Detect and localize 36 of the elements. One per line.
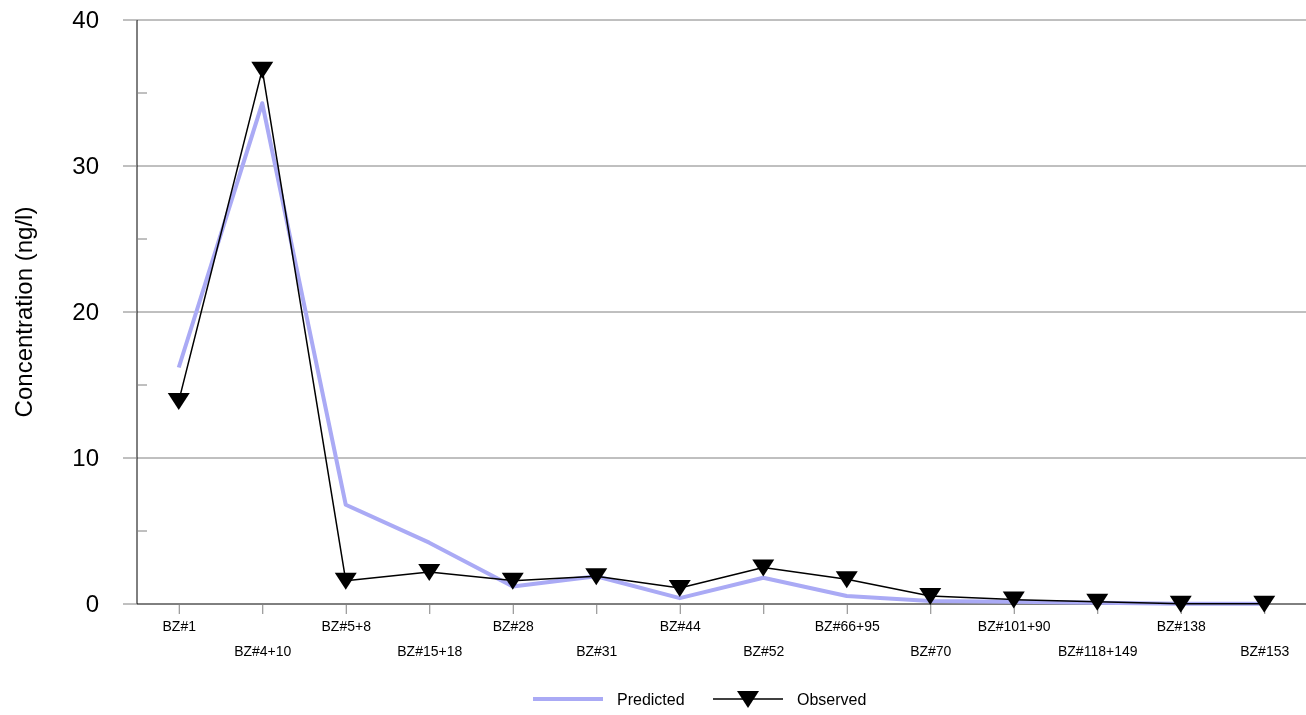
point: [1002, 591, 1025, 609]
y-axis-title: Concentration (ng/l): [10, 206, 37, 418]
point: [1169, 595, 1192, 613]
y-tick-label: 20: [72, 298, 99, 326]
x-tick-label: BZ#138: [1156, 617, 1206, 634]
point: [167, 393, 190, 411]
point: [1253, 595, 1276, 613]
point: [334, 572, 357, 590]
y-tick-label: 10: [72, 444, 99, 472]
x-tick-label: BZ#4+10: [234, 642, 292, 659]
legend-label: Predicted: [617, 691, 685, 708]
point: [752, 559, 775, 577]
x-tick-label: BZ#153: [1240, 642, 1290, 659]
legend-label: Observed: [797, 691, 867, 708]
x-tick-label: BZ#66+95: [814, 617, 880, 634]
point: [835, 571, 858, 589]
y-tick-label: 0: [85, 590, 99, 618]
point: [501, 572, 524, 590]
x-tick-label: BZ#44: [659, 617, 702, 634]
x-tick-label: BZ#5+8: [321, 617, 372, 634]
x-tick-label: BZ#1: [162, 617, 197, 634]
y-tick-label: 30: [72, 152, 99, 180]
point: [585, 568, 608, 586]
y-tick-label: 40: [72, 6, 99, 34]
x-tick-label: BZ#15+18: [397, 642, 463, 659]
x-tick-label: BZ#28: [492, 617, 535, 634]
point: [418, 563, 441, 581]
x-tick-label: BZ#101+90: [977, 617, 1051, 634]
x-tick-label: BZ#31: [576, 642, 618, 659]
point: [668, 579, 691, 597]
x-tick-label: BZ#70: [910, 642, 952, 659]
x-tick-label: BZ#52: [743, 642, 785, 659]
point: [251, 61, 274, 79]
x-tick-label: BZ#118+149: [1057, 642, 1138, 659]
point: [1086, 593, 1109, 611]
point: [919, 587, 942, 605]
